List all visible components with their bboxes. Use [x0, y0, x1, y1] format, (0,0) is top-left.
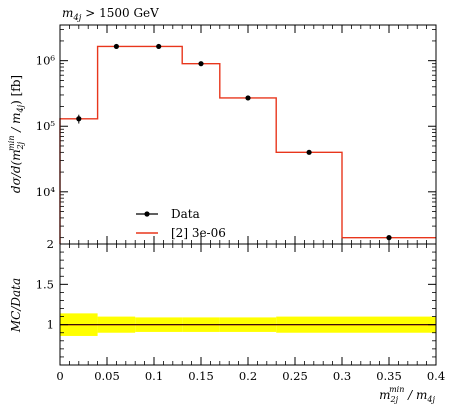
main-y-tick-label: 10⁴	[36, 185, 56, 199]
main-y-axis-label: dσ/d(m2jmin / m4j) [fb]	[7, 75, 25, 193]
main-plot-panel: 10⁴ 10⁵ 10⁶ Data [2] 3e-06 dσ/d(m2jmin / m…	[7, 24, 437, 245]
ratio-y-axis-label: MC/Data	[9, 278, 23, 333]
x-tick-label: 0.25	[282, 369, 308, 383]
x-tick-label: 0.2	[239, 369, 257, 383]
main-tick-marks	[59, 25, 437, 244]
x-tick-label: 0	[56, 369, 63, 383]
data-point	[306, 149, 312, 155]
main-frame	[59, 24, 437, 245]
legend: Data [2] 3e-06	[136, 207, 226, 240]
legend-mc-label: [2] 3e-06	[171, 226, 226, 240]
main-y-tick-label: 10⁶	[36, 54, 56, 68]
ratio-y-tick-labels: 11.52	[36, 237, 54, 332]
ratio-y-tick-label: 1.5	[36, 277, 54, 291]
x-axis-label: m2jmin / m4j	[379, 385, 435, 404]
data-point	[156, 43, 162, 50]
x-tick-label: 0.35	[376, 369, 402, 383]
x-tick-label: 0.15	[188, 369, 214, 383]
ratio-plot-panel: 11.52 0 0.05 0.1 0.15 0.2 0.25 0.3 0.35 0.4 MC/D…	[9, 237, 445, 404]
ratio-y-tick-label: 1	[47, 318, 54, 332]
chart-title: m4j > 1500 GeV	[62, 6, 159, 23]
ratio-tick-marks	[59, 243, 437, 366]
ratio-frame	[59, 243, 437, 366]
main-y-tick-labels: 10⁴ 10⁵ 10⁶	[36, 54, 56, 199]
x-tick-label: 0.3	[333, 369, 351, 383]
data-point	[245, 95, 251, 101]
x-tick-labels: 0 0.05 0.1 0.15 0.2 0.25 0.3 0.35 0.4	[56, 369, 445, 383]
main-y-tick-label: 10⁵	[36, 119, 56, 133]
x-tick-label: 0.05	[94, 369, 120, 383]
legend-data-marker	[144, 211, 150, 217]
data-points	[76, 43, 392, 241]
mc-step-line	[59, 45, 436, 244]
ratio-y-tick-label: 2	[47, 237, 54, 251]
x-tick-label: 0.1	[145, 369, 163, 383]
legend-data-label: Data	[171, 207, 200, 221]
data-point	[76, 116, 82, 122]
data-point	[198, 61, 204, 67]
data-point	[386, 235, 392, 241]
mc-histogram	[59, 45, 436, 244]
x-tick-label: 0.4	[427, 369, 445, 383]
data-point	[113, 43, 119, 50]
